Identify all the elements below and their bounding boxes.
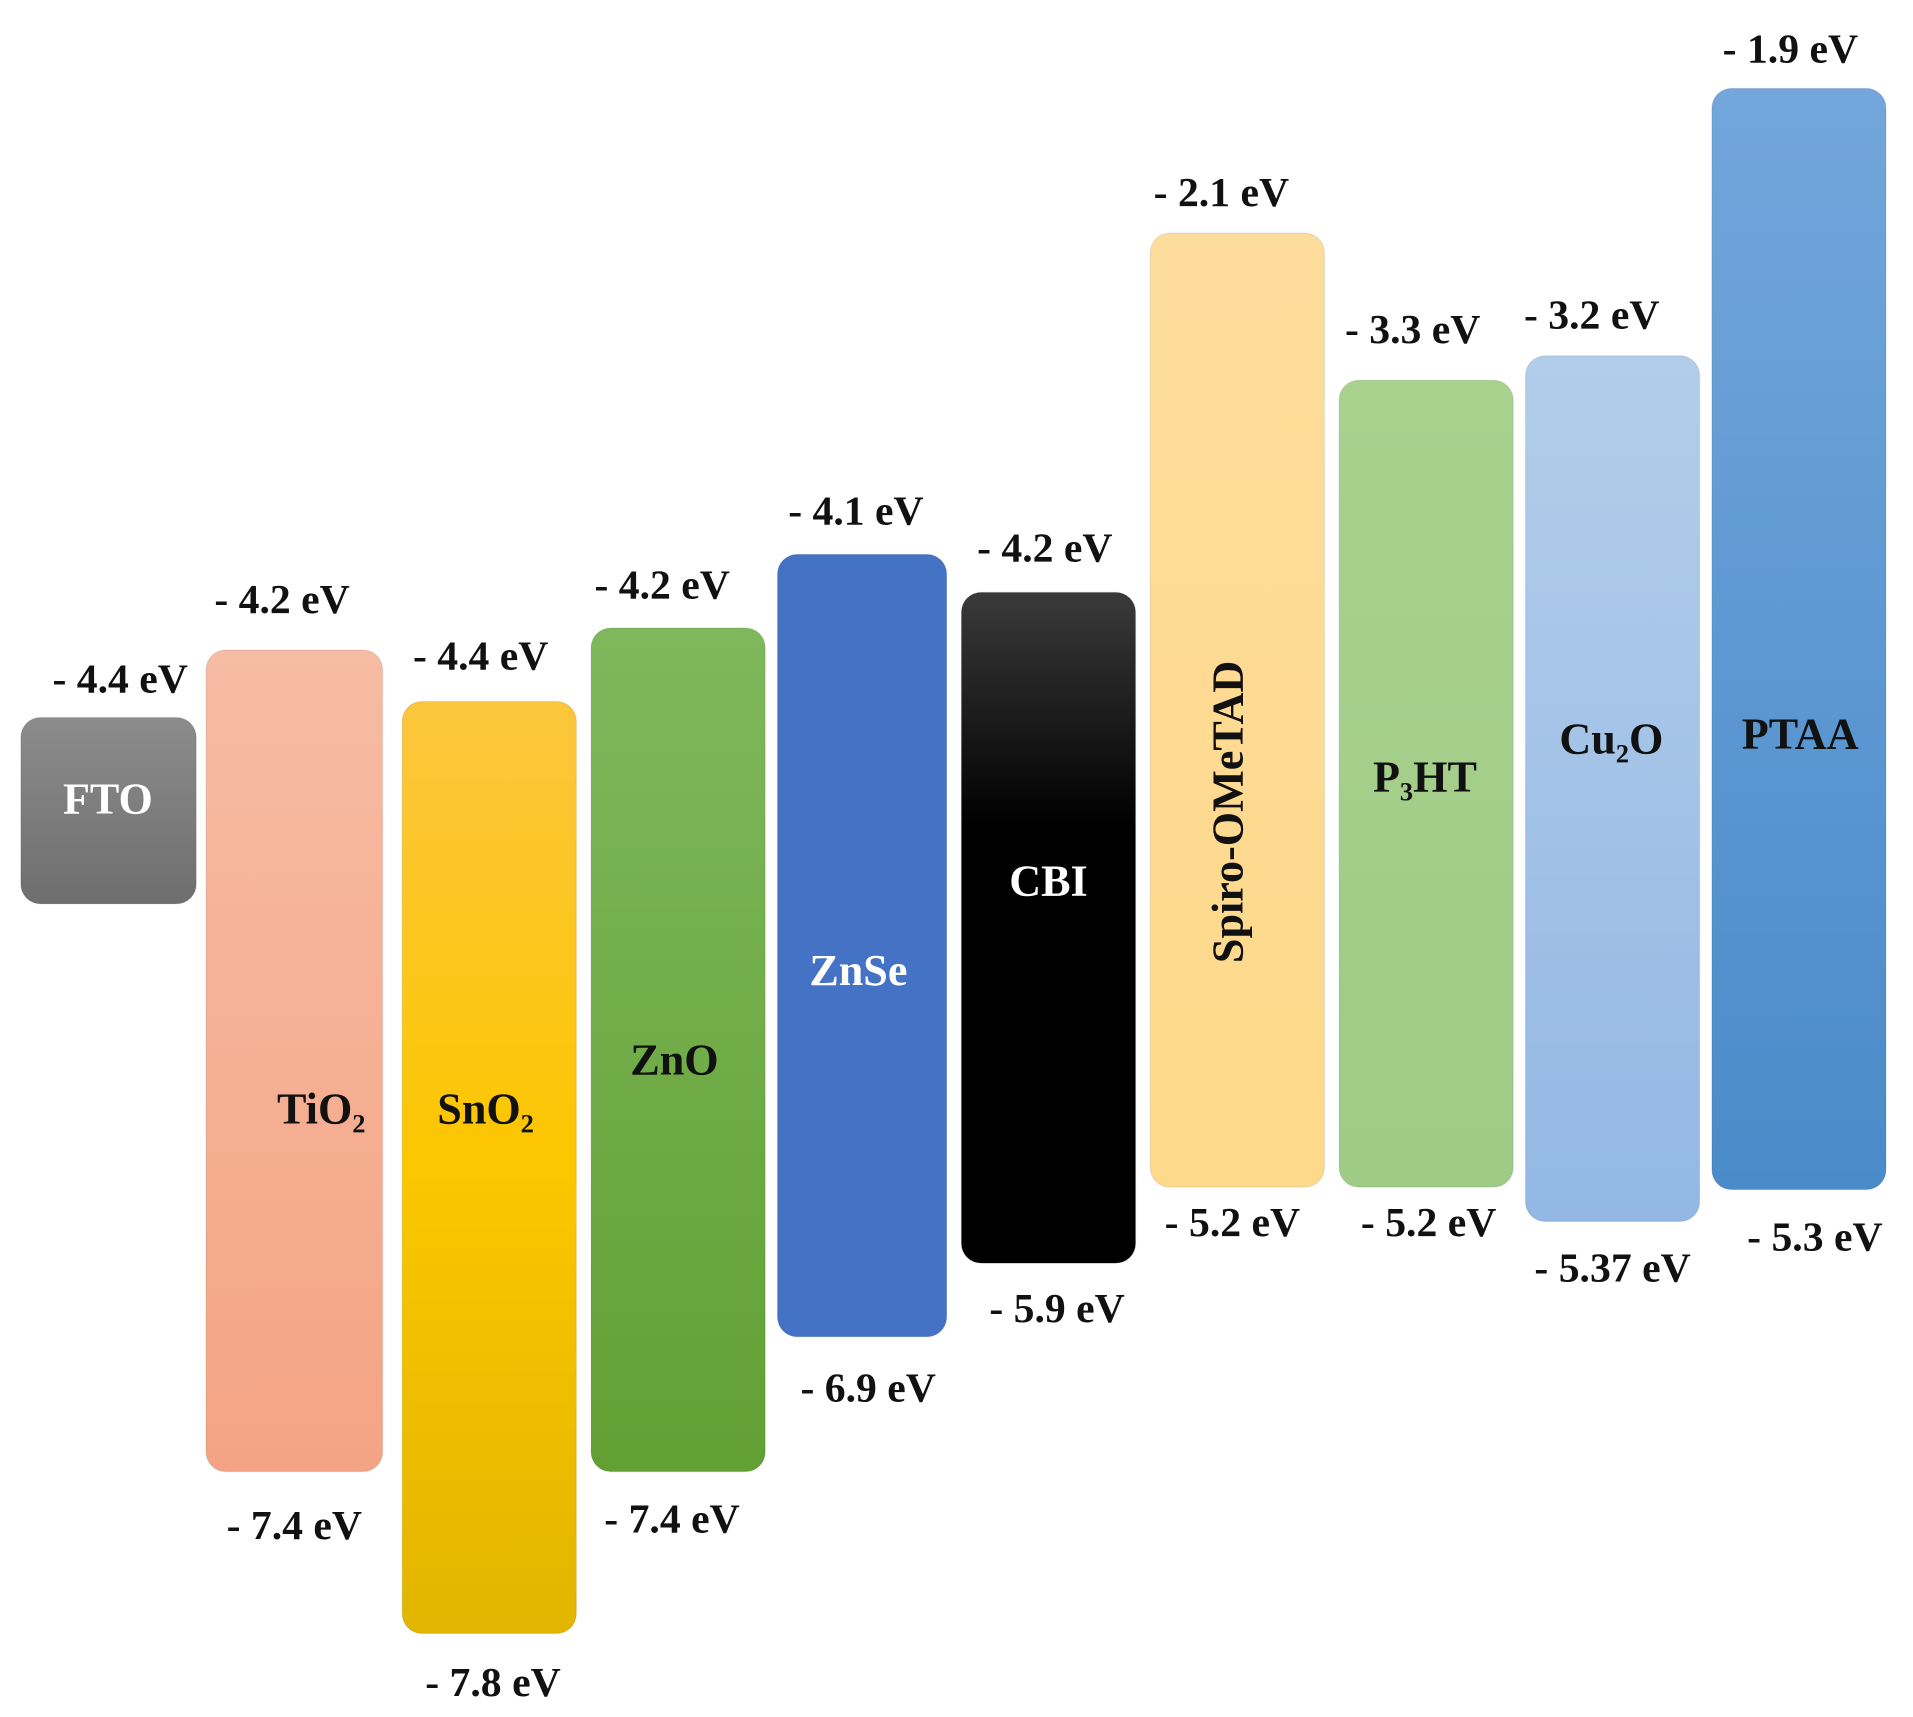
layer-name: Cu₂O bbox=[1559, 714, 1663, 763]
layer-name: SnO₂ bbox=[437, 1085, 534, 1134]
top-energy: - 4.2 eV bbox=[214, 577, 349, 623]
layer-name: PTAA bbox=[1742, 709, 1859, 758]
layer-band bbox=[1524, 355, 1701, 1223]
layer-name: Spiro-OMeTAD bbox=[1204, 661, 1253, 963]
layer-band bbox=[20, 716, 197, 905]
layer-name: CBI bbox=[1009, 857, 1087, 906]
top-energy: - 2.1 eV bbox=[1154, 170, 1289, 216]
layer-name: ZnO bbox=[630, 1036, 718, 1085]
layer-band bbox=[1711, 87, 1887, 1191]
top-energy: - 3.2 eV bbox=[1524, 292, 1659, 338]
top-energy: - 4.4 eV bbox=[413, 633, 548, 679]
layer-band bbox=[401, 700, 577, 1635]
top-energy: - 3.3 eV bbox=[1345, 307, 1480, 353]
top-energy: - 4.2 eV bbox=[977, 525, 1112, 571]
bottom-energy: - 5.2 eV bbox=[1361, 1200, 1496, 1246]
layer-name: ZnSe bbox=[809, 946, 907, 995]
layer-name: TiO₂ bbox=[277, 1085, 365, 1134]
bottom-energy: - 5.3 eV bbox=[1747, 1215, 1882, 1261]
layer-band bbox=[1149, 232, 1325, 1188]
layer-band bbox=[590, 627, 766, 1473]
top-energy: - 4.1 eV bbox=[788, 489, 923, 535]
top-energy: - 4.4 eV bbox=[52, 657, 187, 703]
bottom-energy: - 7.4 eV bbox=[227, 1503, 362, 1549]
bottom-energy: - 5.37 eV bbox=[1534, 1245, 1690, 1291]
layer-band bbox=[776, 553, 948, 1338]
bottom-energy: - 7.8 eV bbox=[425, 1660, 560, 1706]
bottom-energy: - 5.2 eV bbox=[1165, 1200, 1300, 1246]
layer-band bbox=[960, 591, 1137, 1264]
bottom-energy: - 5.9 eV bbox=[989, 1286, 1124, 1332]
top-energy: - 1.9 eV bbox=[1723, 26, 1858, 72]
layer-name: P₃HT bbox=[1373, 752, 1477, 801]
layer-name: FTO bbox=[63, 774, 153, 823]
top-energy: - 4.2 eV bbox=[594, 562, 729, 608]
layer-band bbox=[1338, 379, 1514, 1188]
bottom-energy: - 7.4 eV bbox=[604, 1497, 739, 1543]
bottom-energy: - 6.9 eV bbox=[800, 1365, 935, 1411]
layer-band bbox=[205, 649, 384, 1473]
